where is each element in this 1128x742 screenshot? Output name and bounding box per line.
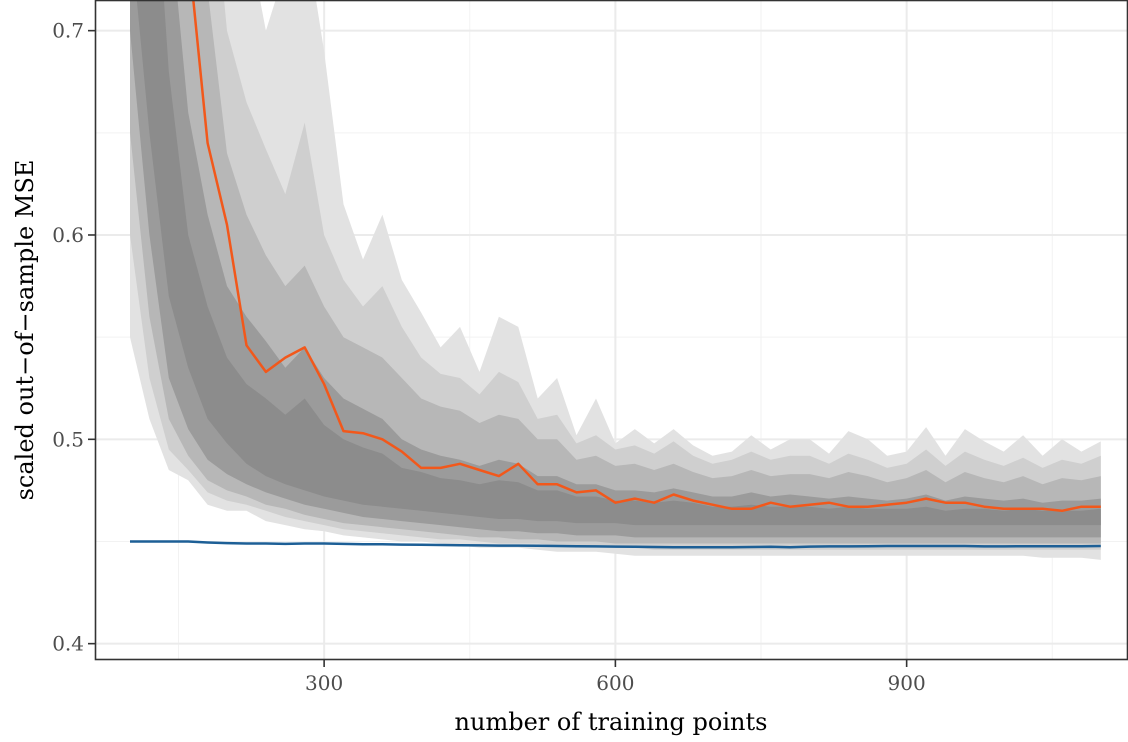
series-line-1 (192, 0, 1101, 513)
y-tick-label: 0.6 (52, 223, 84, 247)
x-tick-label: 300 (305, 671, 343, 695)
y-tick-label: 0.7 (52, 19, 84, 43)
y-tick-label: 0.5 (52, 427, 84, 451)
series-line-2 (130, 540, 1101, 549)
y-axis-title: scaled out−of−sample MSE (11, 160, 39, 501)
x-tick-label: 600 (596, 671, 634, 695)
series-lines (130, 0, 1101, 549)
confidence-bands (130, 0, 1101, 560)
y-axis-ticks: 0.4 0.5 0.6 0.7 (52, 19, 95, 656)
band-3 (130, 0, 1101, 544)
x-tick-label: 900 (888, 671, 926, 695)
x-axis-title: number of training points (455, 708, 768, 736)
y-tick-label: 0.4 (52, 632, 84, 656)
x-axis-ticks: 300 600 900 (305, 660, 926, 695)
